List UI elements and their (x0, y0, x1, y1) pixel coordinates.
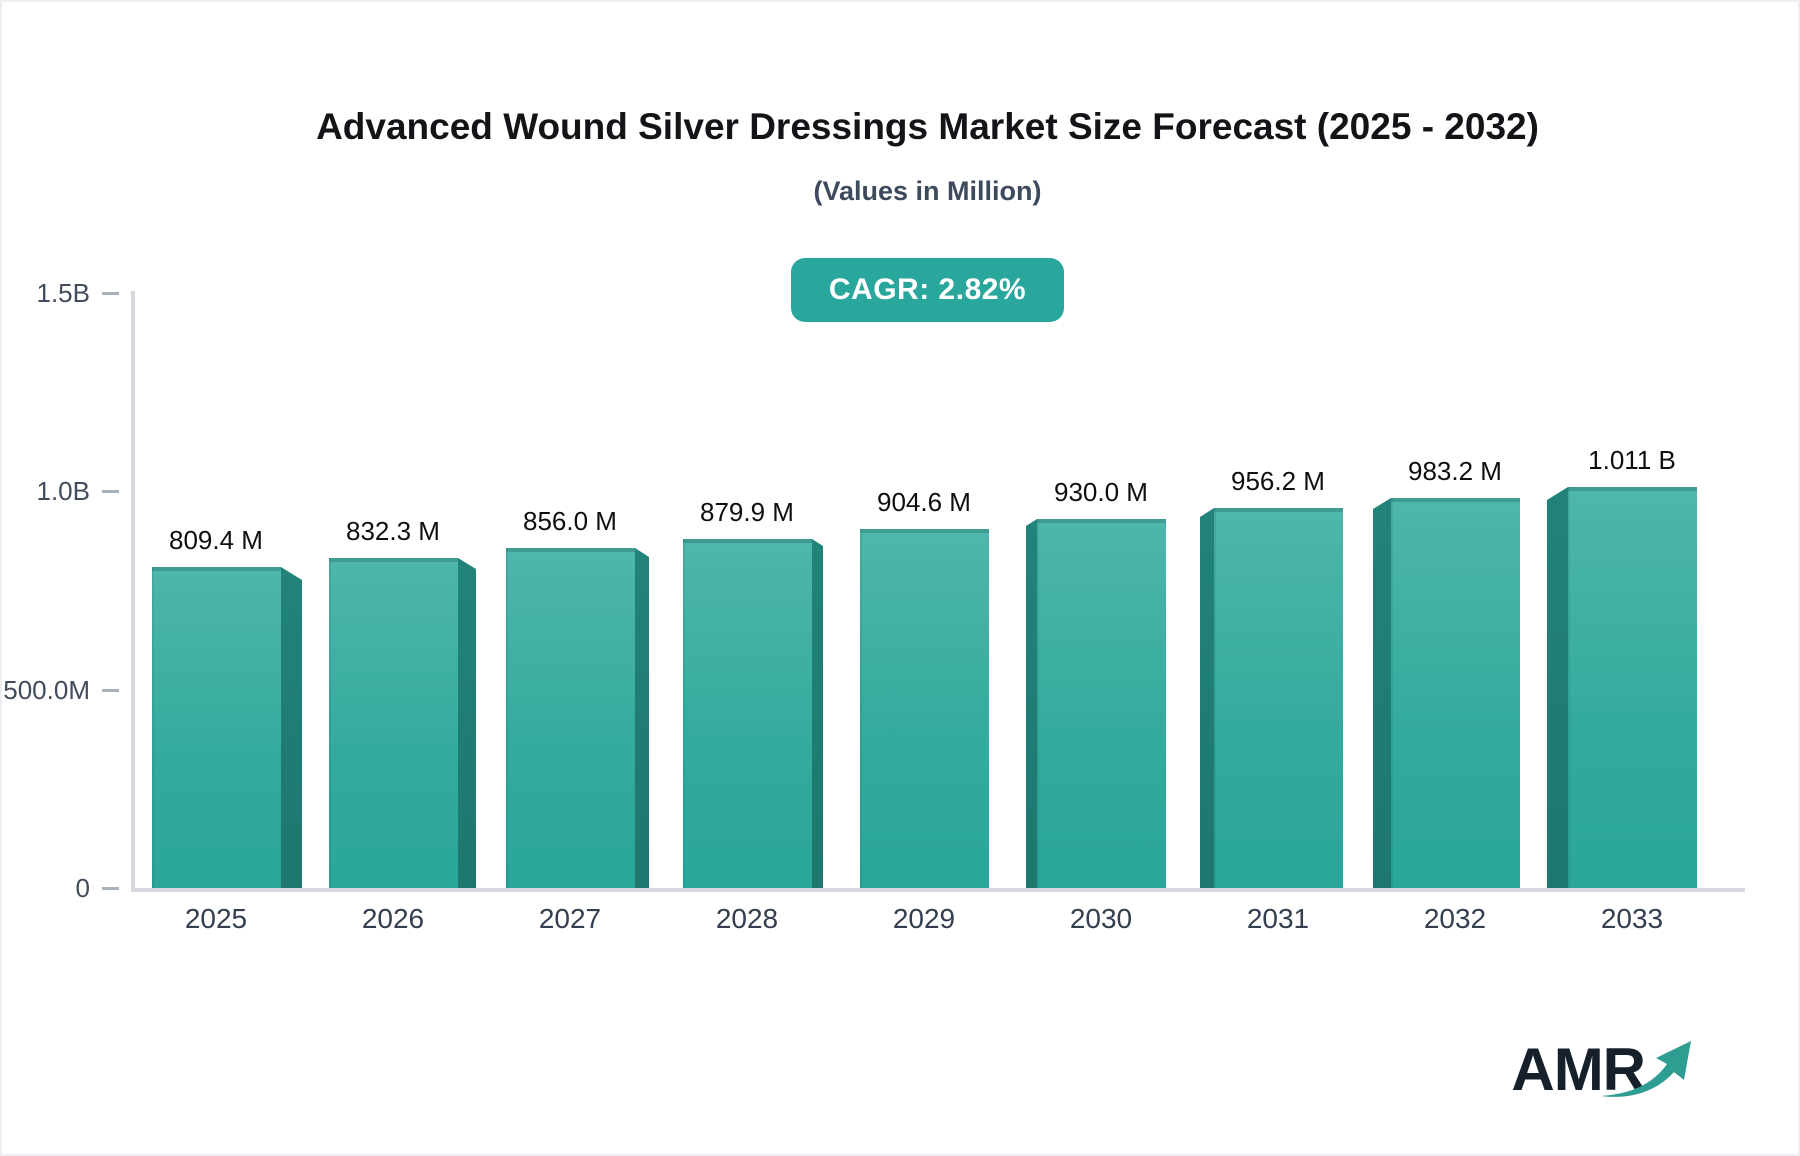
cagr-badge: CAGR: 2.82% (790, 258, 1065, 322)
x-axis-label: 2031 (1246, 903, 1310, 934)
bar (1214, 508, 1343, 888)
bar (860, 529, 989, 888)
bar-side-face (812, 539, 823, 888)
x-axis-label: 2030 (1069, 903, 1133, 934)
y-axis-tick (102, 292, 119, 295)
bar-value-label: 1.011 B (1588, 445, 1676, 475)
bar-side-face (1026, 519, 1037, 888)
bar (683, 539, 812, 888)
x-axis-label: 2033 (1600, 903, 1664, 934)
amr-logo: AMR (1511, 1036, 1695, 1103)
bar-value-label: 879.9 M (700, 497, 794, 527)
bar (1391, 498, 1520, 888)
bar-value-label: 904.6 M (877, 487, 971, 517)
y-axis-tick-label: 0 (75, 873, 90, 903)
x-axis-label: 2032 (1423, 903, 1487, 934)
y-axis-tick (102, 689, 119, 692)
chart-subtitle: (Values in Million) (813, 176, 1042, 206)
bar-value-label: 983.2 M (1408, 456, 1502, 486)
bar (1568, 487, 1697, 888)
x-axis-label: 2025 (184, 903, 248, 934)
y-axis-tick-label: 1.5B (36, 278, 91, 308)
x-axis-label: 2027 (538, 903, 602, 934)
y-axis-tick-label: 1.0B (36, 476, 91, 506)
bar-value-label: 930.0 M (1054, 477, 1148, 507)
bar (152, 567, 281, 888)
bar (506, 548, 635, 888)
x-axis-label: 2028 (715, 903, 779, 934)
y-axis-line (131, 291, 135, 890)
bar-side-face (635, 548, 649, 888)
y-axis-tick (102, 490, 119, 493)
bar-side-face (1373, 498, 1391, 888)
bar-side-face (281, 567, 302, 888)
bar-side-face (1547, 487, 1568, 888)
y-axis-tick-label: 500.0M (3, 675, 90, 705)
cagr-badge-wrap: CAGR: 2.82% (57, 258, 1798, 322)
y-axis-tick (102, 887, 119, 890)
bar-value-label: 832.3 M (346, 516, 440, 546)
x-axis-label: 2029 (892, 903, 956, 934)
x-axis-label: 2026 (361, 903, 425, 934)
x-axis-line (131, 888, 1745, 892)
bar-side-face (458, 558, 476, 888)
amr-logo-text: AMR (1511, 1036, 1646, 1103)
bar (1037, 519, 1166, 888)
bar-side-face (1200, 508, 1214, 888)
bar-value-label: 809.4 M (169, 525, 263, 555)
bar (329, 558, 458, 888)
bar-value-label: 856.0 M (523, 506, 617, 536)
bar-value-label: 956.2 M (1231, 466, 1325, 496)
chart-title: Advanced Wound Silver Dressings Market S… (316, 106, 1539, 147)
growth-arrow-icon (1601, 1041, 1691, 1097)
